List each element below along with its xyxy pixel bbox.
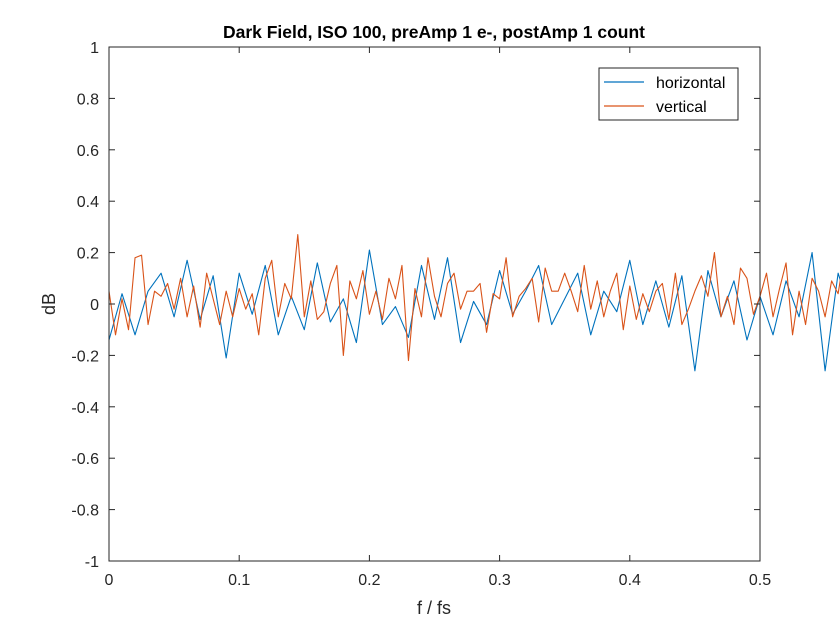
- y-tick-label: -0.8: [71, 503, 99, 520]
- y-tick-label: 0.2: [77, 246, 99, 263]
- x-tick-label: 0.4: [619, 572, 641, 589]
- y-tick-label: 0.4: [77, 194, 99, 211]
- y-tick-label: -0.2: [71, 348, 99, 365]
- y-tick-label: -0.4: [71, 400, 99, 417]
- x-tick-label: 0.3: [488, 572, 510, 589]
- legend-label-vertical: vertical: [656, 99, 707, 116]
- y-tick-label: 0.6: [77, 143, 99, 160]
- y-tick-label: 0.8: [77, 91, 99, 108]
- series-line-vertical: [108, 234, 840, 362]
- x-tick-label: 0.2: [358, 572, 380, 589]
- y-axis: -1 -0.8 -0.6 -0.4 -0.2 0 0.2 0.4 0.6 0.8 1: [71, 40, 760, 571]
- y-axis-label: dB: [39, 293, 59, 315]
- x-axis: 0 0.1 0.2 0.3 0.4 0.5: [105, 47, 771, 589]
- chart-title: Dark Field, ISO 100, preAmp 1 e-, postAm…: [223, 22, 645, 42]
- y-tick-label: -0.6: [71, 451, 99, 468]
- x-tick-label: 0: [105, 572, 114, 589]
- x-axis-label: f / fs: [417, 598, 451, 618]
- y-tick-label: 1: [90, 40, 99, 57]
- y-tick-label: 0: [90, 297, 99, 314]
- legend-label-horizontal: horizontal: [656, 75, 725, 92]
- legend: horizontal vertical: [598, 67, 739, 121]
- x-tick-label: 0.5: [749, 572, 771, 589]
- legend-box: [598, 67, 739, 121]
- x-tick-label: 0.1: [228, 572, 250, 589]
- y-tick-label: -1: [85, 554, 99, 571]
